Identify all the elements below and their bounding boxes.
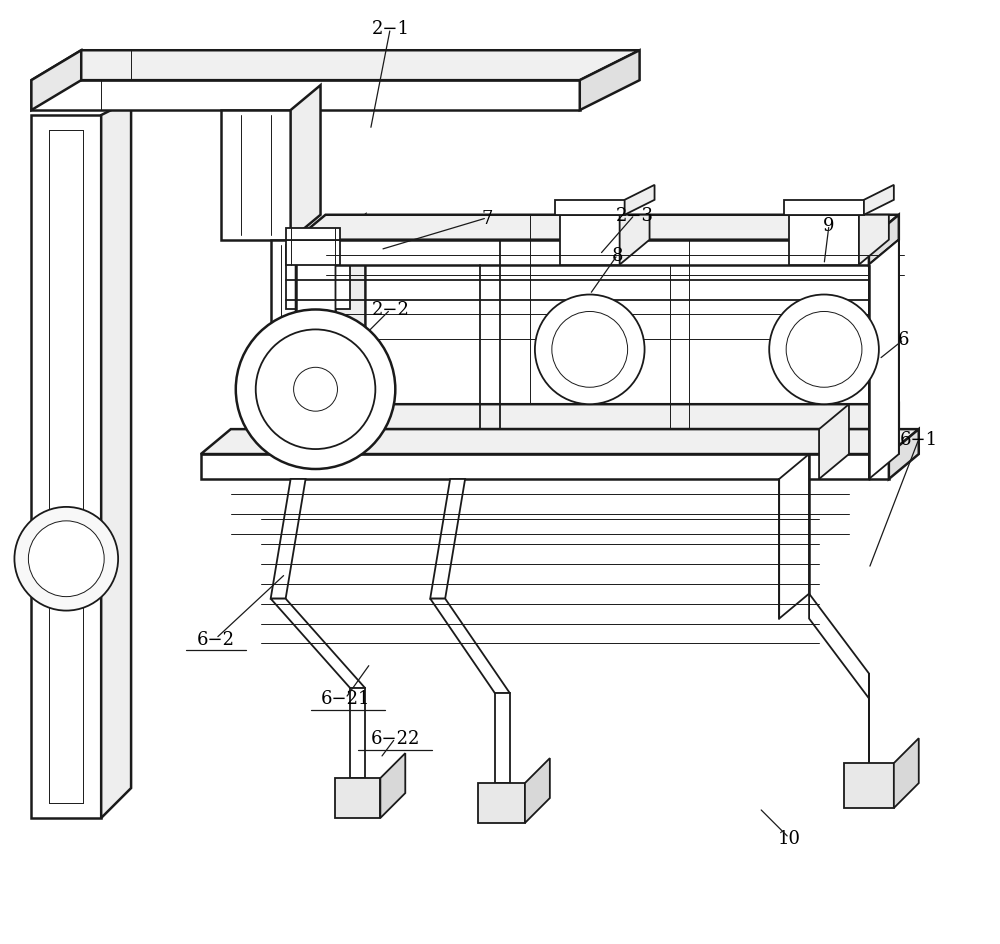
Polygon shape (380, 753, 405, 818)
Text: 10: 10 (778, 829, 801, 847)
Polygon shape (286, 245, 350, 311)
Polygon shape (620, 215, 650, 265)
Ellipse shape (552, 312, 628, 388)
Polygon shape (430, 599, 510, 694)
Polygon shape (31, 51, 81, 111)
Polygon shape (271, 599, 365, 688)
Ellipse shape (236, 311, 395, 469)
Text: 2−3: 2−3 (616, 207, 654, 225)
Text: 6−21: 6−21 (321, 690, 370, 708)
Polygon shape (201, 455, 889, 480)
Polygon shape (271, 480, 306, 599)
Ellipse shape (14, 507, 118, 611)
Polygon shape (859, 215, 889, 265)
Text: 2−2: 2−2 (371, 301, 409, 319)
Polygon shape (271, 241, 335, 360)
Polygon shape (296, 405, 899, 430)
Ellipse shape (294, 368, 337, 412)
Polygon shape (101, 101, 131, 818)
Text: 2−1: 2−1 (371, 20, 409, 39)
Polygon shape (784, 200, 864, 215)
Polygon shape (809, 594, 869, 699)
Polygon shape (31, 116, 101, 818)
Polygon shape (789, 215, 859, 265)
Text: 6: 6 (898, 331, 910, 349)
Text: 8: 8 (612, 246, 623, 264)
Polygon shape (335, 778, 380, 818)
Polygon shape (31, 51, 640, 81)
Polygon shape (560, 215, 620, 265)
Polygon shape (869, 241, 899, 430)
Polygon shape (525, 758, 550, 823)
Ellipse shape (535, 295, 645, 405)
Polygon shape (844, 764, 894, 808)
Polygon shape (478, 784, 525, 823)
Polygon shape (286, 241, 340, 265)
Polygon shape (430, 480, 465, 599)
Text: 9: 9 (823, 216, 835, 234)
Polygon shape (555, 200, 625, 215)
Polygon shape (869, 215, 899, 265)
Polygon shape (580, 51, 640, 111)
Text: 6−2: 6−2 (197, 630, 235, 648)
Polygon shape (350, 688, 365, 778)
Text: 6−1: 6−1 (900, 430, 938, 448)
Polygon shape (296, 241, 335, 430)
Polygon shape (201, 430, 919, 455)
Polygon shape (869, 405, 899, 455)
Polygon shape (495, 694, 510, 784)
Ellipse shape (256, 330, 375, 449)
Polygon shape (335, 215, 365, 360)
Polygon shape (221, 111, 291, 241)
Polygon shape (869, 241, 899, 480)
Polygon shape (296, 430, 869, 455)
Polygon shape (894, 738, 919, 808)
Ellipse shape (769, 295, 879, 405)
Ellipse shape (786, 312, 862, 388)
Polygon shape (291, 86, 321, 241)
Polygon shape (779, 455, 809, 619)
Polygon shape (296, 215, 899, 241)
Polygon shape (819, 405, 849, 480)
Polygon shape (31, 81, 580, 111)
Polygon shape (625, 186, 655, 215)
Text: 6−22: 6−22 (371, 730, 420, 748)
Ellipse shape (28, 521, 104, 597)
Text: 7: 7 (481, 210, 493, 228)
Polygon shape (286, 228, 340, 241)
Polygon shape (864, 186, 894, 215)
Polygon shape (889, 430, 919, 480)
Polygon shape (296, 241, 869, 265)
